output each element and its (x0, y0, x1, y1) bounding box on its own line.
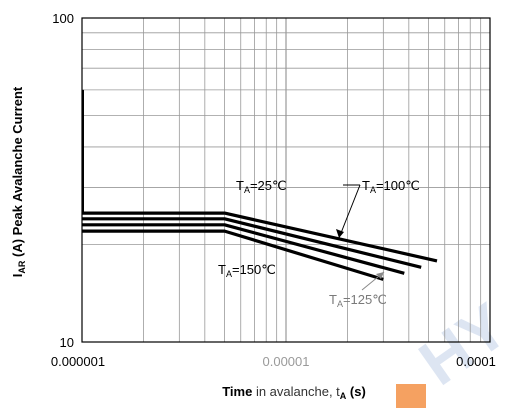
annotation-ta-100: TA=100℃ (362, 178, 420, 195)
plot-frame (81, 17, 491, 343)
leader-100-arrow (338, 184, 361, 239)
x-axis-label: Time in avalanche, tA (s) (222, 384, 366, 401)
series-line-2 (82, 223, 405, 275)
y-tick-10: 10 (60, 335, 74, 350)
y-axis-label: IAR (A) Peak Avalanche Current (10, 86, 27, 277)
y-tick-100: 100 (52, 11, 74, 26)
x-tick-0.0001: 0.0001 (456, 354, 496, 369)
series-line-3 (82, 229, 384, 281)
series-line-1 (82, 217, 422, 269)
x-tick-0.00001: 0.00001 (263, 354, 310, 369)
annotation-leaders (336, 184, 385, 291)
arrowhead-100 (336, 229, 344, 238)
annotation-ta-150: TA=150℃ (218, 262, 276, 279)
series-line-0 (82, 211, 438, 263)
grid-lines (82, 18, 490, 342)
watermark-orange-block (396, 384, 426, 408)
annotation-ta-125: TA=125℃ (329, 292, 387, 309)
x-tick-0.000001: 0.000001 (51, 354, 105, 369)
series-lines (82, 89, 438, 281)
watermark-logo: HY (396, 289, 512, 408)
arrowhead-125 (376, 272, 384, 279)
annotation-ta-25: TA=25℃ (236, 178, 287, 195)
watermark-text: HY (406, 289, 512, 399)
